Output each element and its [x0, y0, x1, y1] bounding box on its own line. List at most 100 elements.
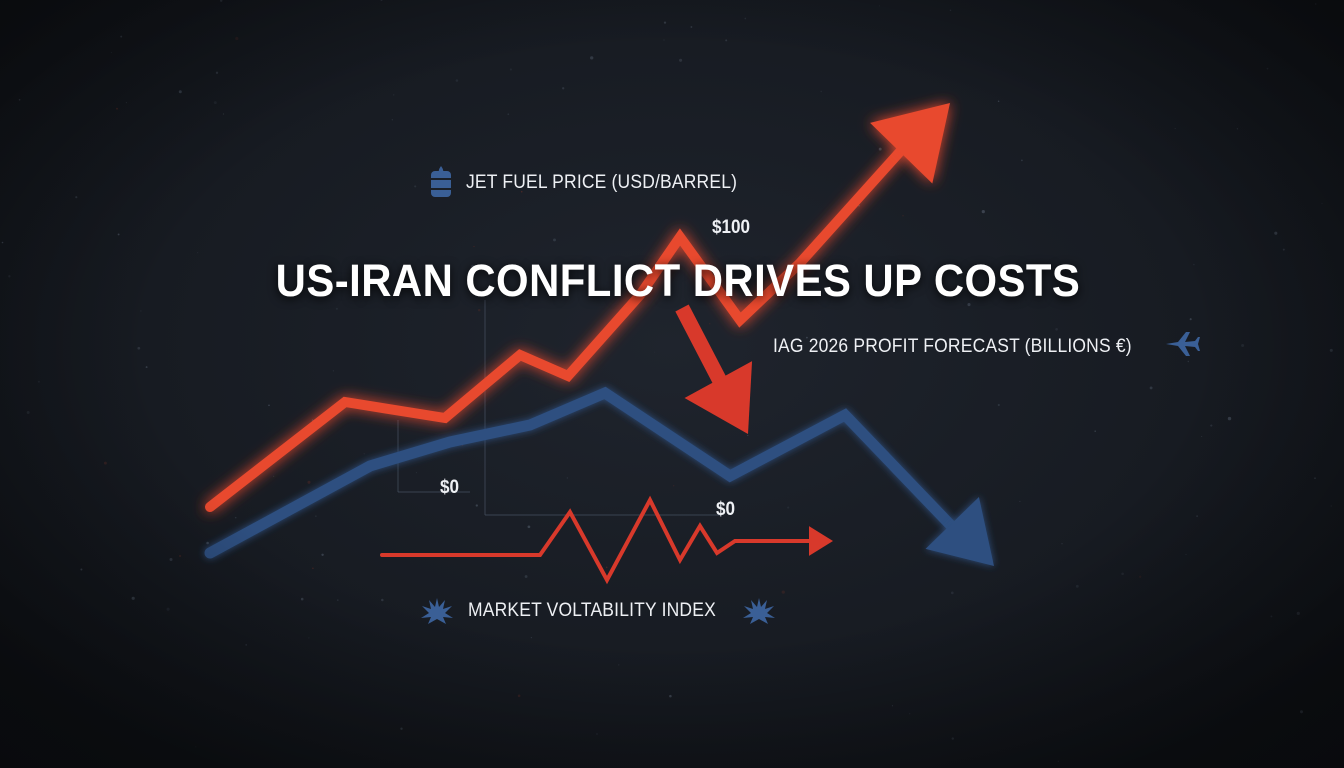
particle [1201, 435, 1203, 438]
particle [145, 366, 148, 369]
particle [1321, 202, 1323, 204]
particle [337, 599, 339, 601]
particle [178, 554, 182, 558]
particle [307, 480, 311, 484]
particle [26, 411, 30, 414]
oil-barrel-icon [428, 166, 454, 205]
particle [679, 58, 683, 62]
particle [997, 100, 1000, 102]
particle [1121, 572, 1124, 576]
particle [120, 35, 123, 38]
particle [8, 275, 11, 278]
particle [524, 575, 528, 578]
series-volatility [380, 495, 833, 585]
particle [530, 636, 533, 639]
particle [509, 68, 512, 71]
particle [553, 238, 556, 242]
particle [1296, 611, 1300, 616]
particle [1330, 505, 1332, 507]
tick-label-fuel-top: $100 [712, 217, 751, 238]
particle [1210, 424, 1213, 427]
particle [1282, 248, 1285, 251]
particle [197, 252, 199, 254]
particle [117, 233, 120, 236]
particle [787, 506, 790, 509]
particle [1061, 542, 1063, 545]
particle [527, 525, 531, 529]
particle [215, 71, 219, 74]
particle [393, 94, 395, 96]
fuel-series-label: JET FUEL PRICE (USD/BARREL) [466, 172, 738, 193]
particle [321, 553, 324, 557]
burst-icon [742, 596, 776, 631]
particle [273, 475, 275, 477]
particle [1270, 615, 1273, 618]
particle [1314, 477, 1316, 479]
particle [1196, 515, 1198, 517]
particle [206, 541, 209, 545]
particle [37, 380, 40, 383]
particle [1174, 127, 1176, 129]
particle [654, 351, 656, 353]
particle [213, 101, 217, 105]
particle [195, 746, 197, 748]
particle [75, 196, 78, 199]
impact-arrow [675, 304, 753, 434]
particle [891, 705, 893, 707]
particle [1, 241, 4, 244]
particle [222, 113, 225, 115]
particle [605, 566, 608, 569]
series-volatility-arrowhead [809, 526, 833, 556]
impact-arrow-shaft [675, 304, 729, 389]
particle [380, 0, 383, 1]
particle [562, 87, 565, 90]
particle [909, 713, 911, 715]
particle [131, 596, 135, 600]
particle [879, 5, 880, 7]
particle [590, 56, 594, 60]
particle [116, 107, 118, 110]
particle [400, 727, 403, 730]
series-volatility-line [380, 495, 812, 585]
particle [455, 79, 459, 82]
particle [820, 90, 822, 93]
particle [878, 147, 882, 151]
particle [566, 477, 569, 479]
particle [690, 26, 693, 28]
particle [1274, 231, 1278, 235]
burst-icon [420, 596, 454, 631]
particle [363, 453, 365, 455]
particle [245, 644, 247, 646]
particle [1057, 760, 1059, 762]
particle [669, 694, 672, 698]
particle [781, 590, 785, 594]
particle [1185, 553, 1187, 555]
particle [18, 98, 21, 101]
particle [335, 307, 338, 310]
particle [744, 17, 747, 20]
particle [1094, 430, 1096, 432]
particle [381, 598, 384, 602]
particle [596, 733, 598, 735]
particle [80, 568, 83, 571]
particle [178, 90, 182, 94]
particle [950, 591, 954, 595]
particle [137, 346, 141, 350]
particle [1299, 710, 1304, 714]
particle [1139, 575, 1142, 578]
particle [1021, 159, 1023, 162]
particle [997, 403, 1000, 407]
particle [110, 51, 113, 54]
particle [663, 39, 665, 41]
particle [312, 567, 314, 570]
particle [709, 323, 711, 325]
particle [747, 435, 749, 437]
particle [219, 0, 223, 2]
particle [1341, 10, 1343, 12]
particle [477, 308, 481, 312]
particle [315, 515, 317, 517]
particle [1149, 386, 1153, 390]
particle [415, 472, 417, 474]
